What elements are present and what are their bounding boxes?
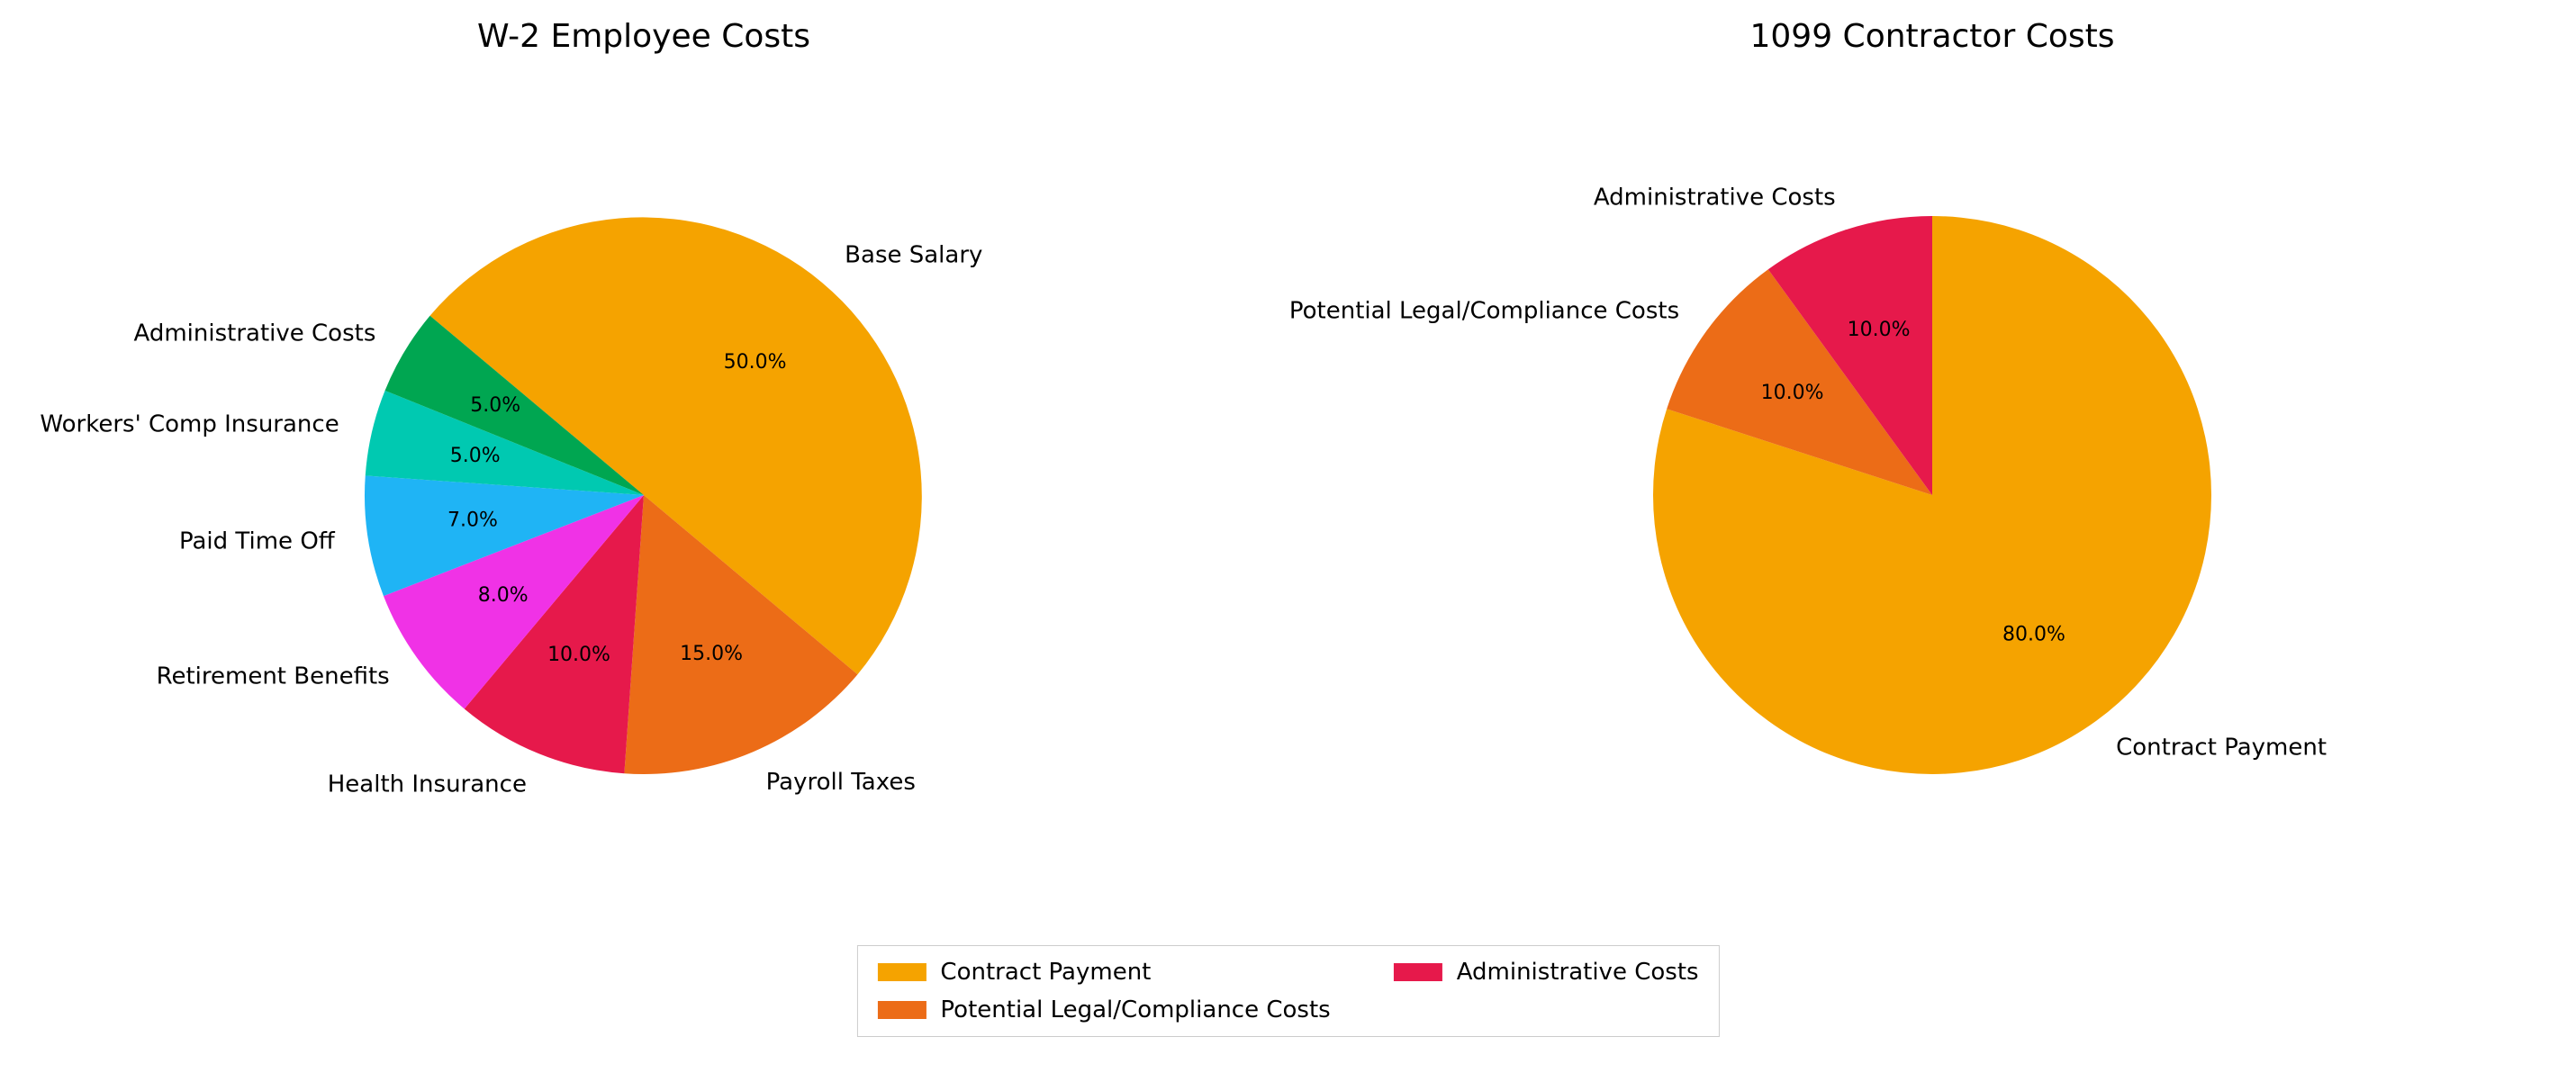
right-pct-1: 10.0%	[1761, 382, 1824, 404]
left-pct-0: 50.0%	[724, 351, 787, 374]
left-label-2: Health Insurance	[328, 771, 527, 798]
legend-label-2: Potential Legal/Compliance Costs	[940, 996, 1330, 1023]
legend-label-1: Administrative Costs	[1457, 959, 1699, 986]
legend-label-0: Contract Payment	[940, 959, 1151, 986]
right-chart-title: 1099 Contractor Costs	[1288, 18, 2576, 55]
right-pct-2: 10.0%	[1848, 319, 1911, 341]
left-label-5: Workers' Comp Insurance	[40, 410, 339, 437]
right-label-0: Contract Payment	[2116, 734, 2327, 761]
legend: Contract Payment Administrative Costs Pote…	[856, 945, 1719, 1037]
legend-swatch-2	[877, 1001, 926, 1019]
left-pct-6: 5.0%	[470, 394, 520, 417]
right-panel: 1099 Contractor Costs 80.0% Contract Paym…	[1288, 0, 2576, 900]
left-pct-5: 5.0%	[450, 445, 501, 467]
legend-swatch-0	[877, 963, 926, 981]
left-label-4: Paid Time Off	[179, 527, 336, 555]
left-chart-title: W-2 Employee Costs	[0, 18, 1288, 55]
right-label-1: Potential Legal/Compliance Costs	[1289, 297, 1679, 324]
left-panel: W-2 Employee Costs 50.0% Base Salary 15.0%…	[0, 0, 1288, 900]
left-pct-2: 10.0%	[547, 644, 610, 666]
figure: W-2 Employee Costs 50.0% Base Salary 15.0%…	[0, 0, 2576, 1073]
left-label-3: Retirement Benefits	[157, 663, 390, 690]
left-label-6: Administrative Costs	[134, 320, 376, 347]
left-pct-3: 8.0%	[478, 584, 529, 607]
legend-item-2: Potential Legal/Compliance Costs	[877, 996, 1330, 1023]
right-pct-0: 80.0%	[2002, 623, 2065, 645]
left-label-0: Base Salary	[845, 242, 982, 269]
left-pct-1: 15.0%	[680, 643, 743, 665]
right-label-2: Administrative Costs	[1594, 184, 1836, 211]
legend-swatch-1	[1394, 963, 1442, 981]
left-pct-4: 7.0%	[447, 509, 498, 532]
left-label-1: Payroll Taxes	[766, 769, 916, 796]
legend-item-1: Administrative Costs	[1394, 959, 1699, 986]
left-pie-chart: 50.0% Base Salary 15.0% Payroll Taxes 10.0% H…	[0, 108, 1288, 882]
right-pie-chart: 80.0% Contract Payment 10.0% Potential Lega…	[1288, 108, 2576, 882]
legend-item-0: Contract Payment	[877, 959, 1330, 986]
